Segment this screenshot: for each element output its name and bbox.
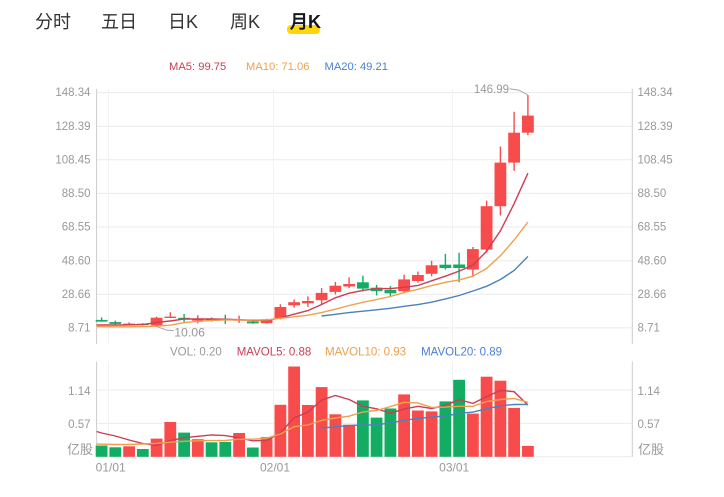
svg-text:0.57: 0.57: [638, 419, 660, 431]
svg-text:MAVOL20: 0.89: MAVOL20: 0.89: [421, 347, 502, 359]
svg-text:MA5: 99.75: MA5: 99.75: [169, 61, 226, 73]
svg-text:68.55: 68.55: [638, 222, 667, 234]
svg-text:01/01: 01/01: [96, 461, 126, 475]
svg-text:03/01: 03/01: [439, 461, 469, 475]
svg-text:28.66: 28.66: [638, 289, 667, 301]
svg-text:88.50: 88.50: [638, 188, 667, 200]
svg-text:48.60: 48.60: [62, 255, 91, 267]
svg-text:02/01: 02/01: [260, 461, 290, 475]
svg-text:MA20: 49.21: MA20: 49.21: [325, 61, 388, 73]
svg-text:128.39: 128.39: [55, 121, 90, 133]
svg-text:亿股: 亿股: [638, 442, 664, 457]
svg-text:8.71: 8.71: [68, 323, 90, 335]
svg-text:148.34: 148.34: [638, 87, 674, 99]
svg-text:28.66: 28.66: [62, 289, 91, 301]
svg-text:108.45: 108.45: [55, 154, 90, 166]
svg-text:48.60: 48.60: [638, 255, 667, 267]
svg-text:亿股: 亿股: [67, 442, 93, 457]
svg-text:88.50: 88.50: [62, 188, 91, 200]
svg-text:MAVOL10: 0.93: MAVOL10: 0.93: [325, 347, 406, 359]
svg-text:MA10: 71.06: MA10: 71.06: [246, 61, 309, 73]
svg-text:10.06: 10.06: [174, 326, 205, 340]
svg-text:68.55: 68.55: [62, 222, 91, 234]
svg-text:VOL: 0.20: VOL: 0.20: [170, 347, 222, 359]
svg-text:0.57: 0.57: [68, 419, 90, 431]
svg-text:1.14: 1.14: [68, 386, 91, 398]
svg-text:8.71: 8.71: [638, 323, 660, 335]
svg-text:148.34: 148.34: [55, 87, 91, 99]
svg-text:MAVOL5: 0.88: MAVOL5: 0.88: [237, 347, 312, 359]
svg-text:1.14: 1.14: [638, 386, 661, 398]
svg-text:128.39: 128.39: [638, 121, 673, 133]
svg-text:146.99: 146.99: [474, 84, 509, 96]
svg-text:108.45: 108.45: [638, 154, 673, 166]
